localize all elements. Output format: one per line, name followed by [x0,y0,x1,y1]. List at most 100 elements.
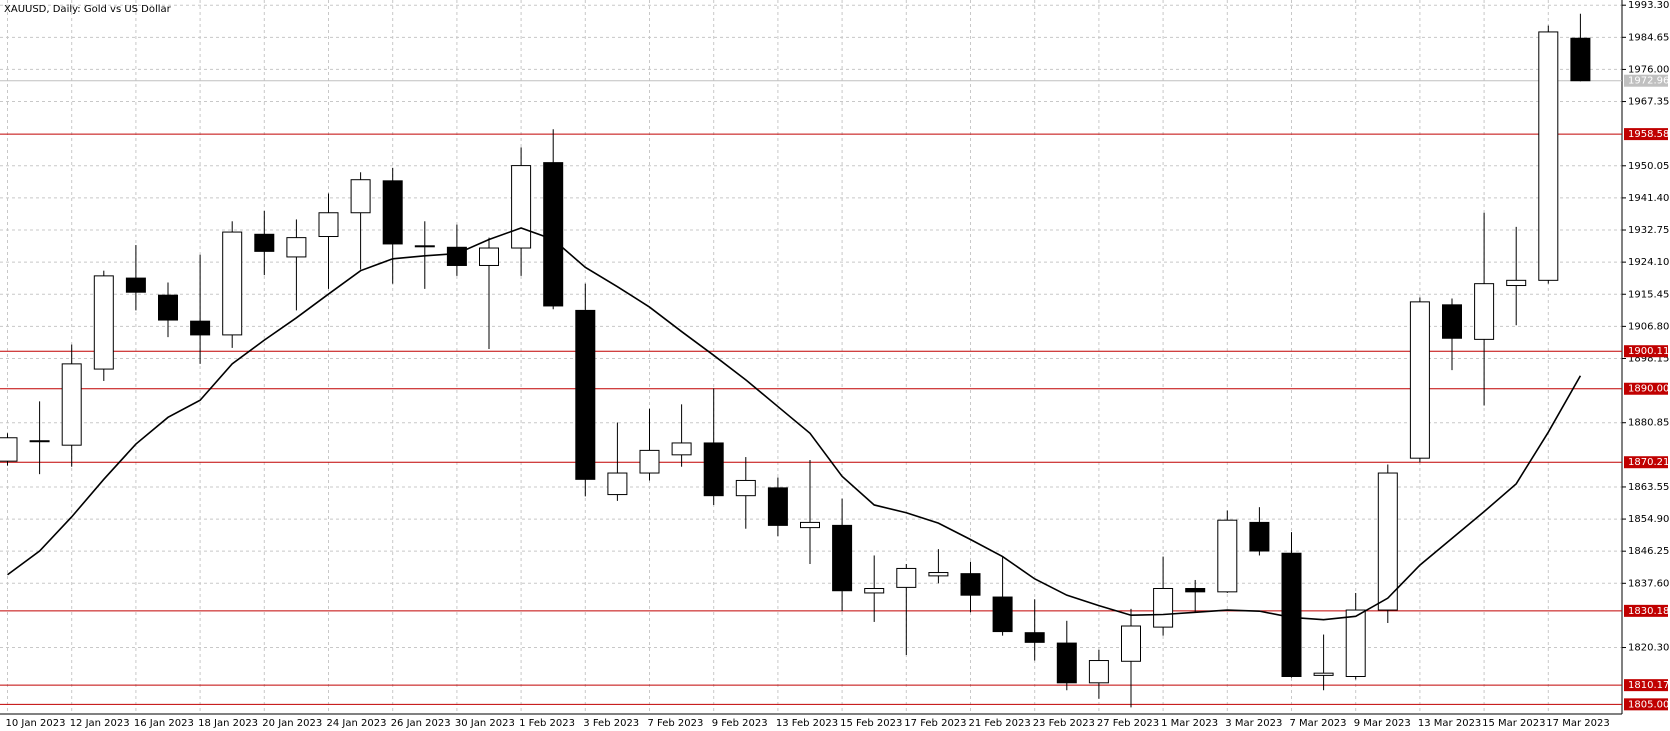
candle-body [1056,642,1077,684]
x-tick-label: 23 Feb 2023 [1033,718,1095,729]
candle-body [928,572,949,577]
candle-body [190,320,211,336]
y-tick-label: 1915.45 [1628,289,1669,300]
x-tick-label: 16 Jan 2023 [134,718,194,729]
candle-body [992,596,1013,633]
candle-body [671,442,692,456]
candle-body [0,437,18,462]
candle-body [254,233,275,252]
x-tick-label: 10 Jan 2023 [6,718,66,729]
x-tick-label: 3 Feb 2023 [583,718,639,729]
candle-body [93,275,114,370]
candle-body [1185,588,1206,593]
candle-body [1409,301,1430,459]
candle-body [1345,609,1366,677]
candle-body [286,237,307,258]
moving-average [7,227,1582,621]
level-label: 1805.00 [1628,699,1669,710]
candle-body [61,363,82,446]
candle-body [1281,552,1302,677]
x-tick-label: 26 Jan 2023 [391,718,451,729]
level-label: 1810.17 [1628,680,1669,691]
x-tick-label: 7 Feb 2023 [648,718,704,729]
level-label-box [1624,456,1668,469]
y-tick-label: 1898.15 [1628,353,1669,364]
candle-body [1506,279,1527,287]
level-label-box [1624,604,1668,617]
candle-body [1121,625,1141,662]
y-tick-label: 1976.00 [1628,64,1669,75]
level-label: 1870.21 [1628,457,1669,468]
candle-body [1024,632,1045,643]
candle-body [703,442,724,497]
x-tick-label: 17 Mar 2023 [1546,718,1609,729]
x-tick-label: 9 Feb 2023 [712,718,768,729]
candle-body [639,449,660,474]
x-tick-label: 15 Mar 2023 [1482,718,1545,729]
level-label: 1900.11 [1628,346,1669,357]
y-tick-label: 1984.65 [1628,32,1669,43]
x-tick-label: 15 Feb 2023 [840,718,902,729]
level-label: 1830.18 [1628,606,1669,617]
level-label: 1890.00 [1628,384,1669,395]
y-tick-label: 1854.90 [1628,514,1669,525]
x-tick-label: 9 Mar 2023 [1354,718,1411,729]
y-tick-label: 1846.25 [1628,546,1669,557]
candle-body [350,179,371,214]
candle-body [414,245,435,248]
candle-body [1570,37,1591,82]
candle-body [1442,304,1462,339]
candle-body [222,231,243,336]
x-tick-label: 30 Jan 2023 [455,718,515,729]
price-label-box [1624,74,1668,87]
y-tick-label: 1924.10 [1628,257,1669,268]
candle-body [607,472,628,496]
y-tick-label: 1863.55 [1628,482,1669,493]
x-tick-label: 3 Mar 2023 [1225,718,1282,729]
x-tick-label: 20 Jan 2023 [262,718,322,729]
y-tick-label: 1993.30 [1628,0,1669,11]
candle-body [125,277,146,293]
y-tick-label: 1880.85 [1628,418,1669,429]
candle-body [864,588,885,594]
x-tick-label: 12 Jan 2023 [70,718,130,729]
x-tick-label: 27 Feb 2023 [1097,718,1159,729]
candle-body [382,180,403,245]
last-price-label: 1972.96 [1628,76,1669,87]
y-tick-label: 1837.60 [1628,578,1669,589]
candle-body [1153,588,1174,628]
level-label-box [1624,345,1668,358]
candle-body [479,247,499,266]
x-tick-label: 1 Feb 2023 [519,718,575,729]
candle-body [1088,660,1109,684]
y-tick-label: 1941.40 [1628,193,1669,204]
x-tick-label: 13 Mar 2023 [1418,718,1481,729]
candle-body [735,479,756,497]
y-tick-label: 1967.35 [1628,97,1669,108]
level-label-box [1624,128,1668,141]
x-tick-label: 24 Jan 2023 [327,718,387,729]
candle-body [832,524,853,592]
level-label: 1958.58 [1628,129,1669,140]
candle-body [543,162,564,307]
candle-body [767,487,788,526]
level-label-box [1624,698,1668,711]
y-tick-label: 1932.75 [1628,225,1669,236]
x-tick-label: 18 Jan 2023 [198,718,258,729]
x-tick-label: 1 Mar 2023 [1161,718,1218,729]
x-tick-label: 7 Mar 2023 [1290,718,1347,729]
x-tick-label: 13 Feb 2023 [776,718,838,729]
candle-body [960,573,981,596]
candle-body [1538,31,1559,281]
candle-body [1474,283,1495,340]
x-tick-label: 21 Feb 2023 [969,718,1031,729]
candle-body [1377,472,1398,611]
y-tick-label: 1820.30 [1628,643,1669,654]
candle-body [575,309,596,480]
candle-body [318,212,339,238]
x-tick-label: 17 Feb 2023 [904,718,966,729]
candle-body [29,440,50,443]
y-tick-label: 1906.80 [1628,321,1669,332]
candle-body [511,165,532,249]
